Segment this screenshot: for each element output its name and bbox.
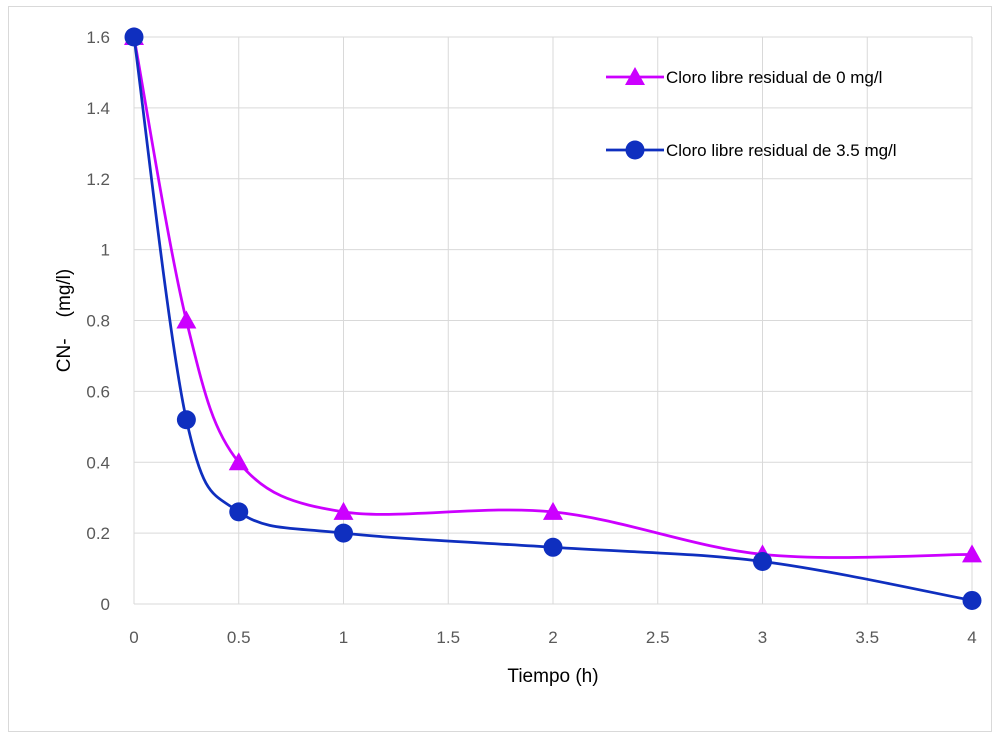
legend-label: Cloro libre residual de 0 mg/l [666,68,882,87]
y-tick-label: 0.6 [86,382,110,401]
data-point [229,502,249,522]
x-tick-label: 3 [758,628,767,647]
x-tick-label: 0 [129,628,138,647]
data-point [176,310,197,329]
chart-frame [8,6,992,732]
gridlines [133,36,973,605]
y-axis-title: CN- (mg/l) [54,269,75,372]
data-point [962,544,982,563]
x-tick-label: 2.5 [646,628,670,647]
legend-item: Cloro libre residual de 3.5 mg/l [606,140,897,160]
data-point [333,501,354,520]
x-tick-label: 3.5 [855,628,879,647]
x-tick-label: 2 [548,628,557,647]
legend: Cloro libre residual de 0 mg/l Cloro libr… [606,67,897,160]
tick-labels: 0 0.5 1 1.5 2 2.5 3 3.5 4 0 0.2 0.4 0.6 0.8 1 1.2 1.4 1.6 [86,28,976,647]
legend-marker [625,67,645,85]
x-tick-label: 1 [339,628,348,647]
y-tick-label: 1.4 [86,99,110,118]
data-point [228,452,249,471]
y-tick-label: 0 [101,595,110,614]
data-point [962,590,982,610]
legend-item: Cloro libre residual de 0 mg/l [606,67,882,87]
y-tick-label: 1.6 [86,28,110,47]
y-tick-label: 1 [101,241,110,260]
y-tick-label: 0.8 [86,312,110,331]
data-point [334,523,353,543]
legend-marker [625,140,645,160]
series-group [124,27,982,610]
x-tick-label: 0.5 [227,628,251,647]
data-point [124,27,144,47]
y-tick-label: 0.2 [86,524,110,543]
series-circle [124,27,982,610]
legend-label: Cloro libre residual de 3.5 mg/l [666,141,897,160]
y-tick-label: 1.2 [86,170,110,189]
data-point [753,551,772,571]
data-point [543,537,563,557]
data-point [543,501,563,520]
x-tick-label: 1.5 [436,628,460,647]
x-axis-title: Tiempo (h) [507,666,598,687]
x-tick-label: 4 [967,628,976,647]
data-point [176,410,196,430]
y-tick-label: 0.4 [86,453,110,472]
